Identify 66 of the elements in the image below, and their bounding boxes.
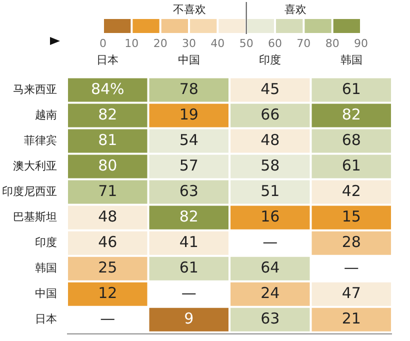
data-label: 19	[179, 105, 198, 124]
data-label: 84%	[90, 80, 124, 98]
data-label: 63	[260, 310, 280, 328]
y-tick-label: 巴基斯坦	[13, 210, 57, 224]
data-label: 61	[342, 80, 361, 98]
data-label: 16	[260, 207, 280, 226]
color-bar-label: 10	[124, 36, 139, 50]
color-bar-label: 50	[239, 36, 254, 50]
data-label: 15	[342, 207, 361, 226]
data-label: 61	[179, 258, 198, 276]
data-label: 68	[342, 130, 361, 149]
data-label: 63	[179, 182, 198, 200]
data-label: 58	[260, 156, 280, 174]
text: —	[100, 310, 116, 328]
data-label: 41	[179, 232, 198, 251]
color-bar-label: 70	[296, 36, 311, 50]
text: 不喜欢	[173, 2, 206, 16]
y-tick-label: 澳大利亚	[13, 159, 57, 172]
data-label: 28	[342, 232, 361, 251]
data-label: 71	[98, 182, 118, 200]
y-tick-label: 菲律宾	[24, 134, 57, 147]
data-label: 42	[342, 182, 361, 200]
data-label: 25	[98, 258, 118, 276]
data-label: 51	[260, 182, 280, 200]
data-label: 46	[98, 232, 118, 251]
y-tick-label: 越南	[35, 108, 57, 122]
text: —	[344, 258, 359, 276]
data-label: 82	[179, 207, 198, 226]
data-label: 66	[260, 105, 280, 124]
color-bar-label: 60	[268, 36, 282, 50]
data-label: 64	[260, 258, 280, 276]
data-label: 81	[98, 130, 118, 149]
data-label: 21	[342, 310, 361, 328]
text: —	[181, 284, 196, 302]
y-tick-label: 印度尼西亚	[2, 184, 57, 198]
x-tick-label: 中国	[178, 53, 200, 66]
color-bar-label: 90	[354, 36, 368, 50]
color-bar-label: 80	[325, 36, 340, 50]
data-label: 61	[342, 156, 361, 174]
text: —	[262, 232, 278, 251]
data-label: 57	[179, 156, 198, 174]
color-bar-label: 40	[210, 36, 225, 50]
data-label: 82	[98, 105, 118, 124]
data-label: 9	[184, 310, 194, 328]
y-tick-label: 韩国	[35, 261, 57, 274]
data-label: 12	[98, 284, 118, 302]
x-tick-label: 印度	[259, 53, 282, 66]
data-label: 48	[260, 130, 280, 149]
data-label: 47	[342, 284, 361, 302]
data-label: 24	[260, 284, 280, 302]
x-tick-label: 日本	[96, 53, 119, 66]
color-bar-label: 0	[100, 36, 106, 50]
color-bar-label: 30	[182, 36, 196, 50]
y-tick-label: 马来西亚	[13, 82, 57, 96]
y-tick-label: 印度	[35, 236, 57, 249]
data-label: 54	[179, 130, 198, 149]
text: 喜欢	[284, 2, 307, 16]
data-label: 82	[342, 105, 361, 124]
data-label: 78	[179, 80, 198, 98]
x-tick-label: 韩国	[340, 53, 362, 66]
data-label: 80	[98, 156, 118, 174]
data-label: 48	[98, 207, 118, 226]
color-bar-label: 20	[153, 36, 168, 50]
y-tick-label: 日本	[35, 312, 57, 326]
data-label: 45	[260, 80, 280, 98]
y-tick-label: 中国	[35, 286, 57, 300]
